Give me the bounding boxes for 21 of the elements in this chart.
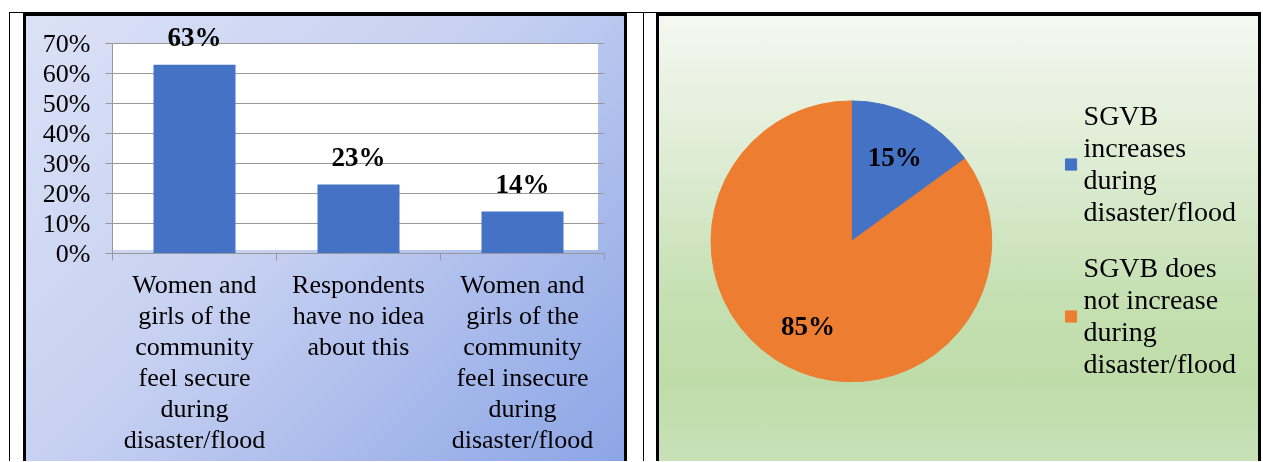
legend-label: SGVB does not increase during disaster/flood — [1083, 252, 1236, 380]
y-tick-label: 10% — [42, 209, 91, 239]
x-tick-label: Respondents have no idea about this — [292, 269, 425, 361]
data-label: 23% — [331, 141, 386, 172]
bar — [317, 184, 400, 254]
x-tick-label: Women and girls of the community feel insecure during disaster/flood — [451, 269, 594, 454]
y-tick-label: 60% — [42, 59, 91, 89]
bar — [481, 211, 564, 254]
y-tick-label: 50% — [42, 89, 91, 119]
data-label: 15% — [867, 141, 922, 172]
y-tick-label: 70% — [42, 29, 91, 59]
data-label: 14% — [495, 168, 550, 199]
data-label: 63% — [167, 21, 222, 52]
legend-label: SGVB increases during disaster/flood — [1083, 100, 1236, 228]
y-tick-label: 0% — [55, 239, 91, 268]
y-tick-label: 40% — [42, 119, 91, 149]
x-tick-label: Women and girls of the community feel secure during disaster/flood — [123, 269, 266, 454]
y-tick-label: 20% — [42, 179, 91, 209]
data-label: 85% — [781, 311, 836, 342]
bar — [153, 64, 236, 254]
y-tick-label: 30% — [42, 149, 91, 179]
